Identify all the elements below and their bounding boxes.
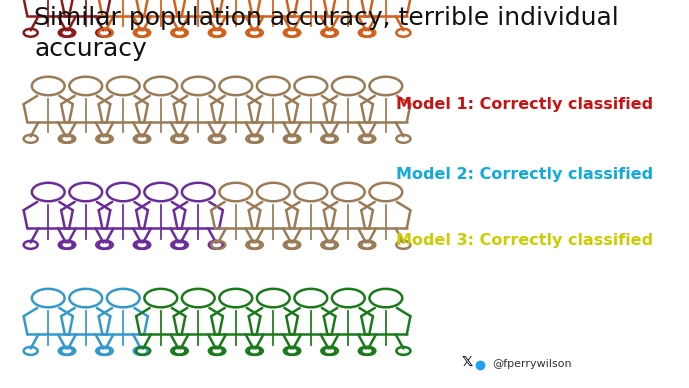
Text: Model 2: Correctly classified: Model 2: Correctly classified bbox=[396, 167, 653, 182]
Text: Model 1: Correctly classified: Model 1: Correctly classified bbox=[396, 97, 653, 112]
Text: Model 3: Correctly classified: Model 3: Correctly classified bbox=[396, 233, 653, 248]
Text: accuracy: accuracy bbox=[34, 37, 147, 61]
Text: Similar population accuracy, terrible individual: Similar population accuracy, terrible in… bbox=[34, 6, 619, 30]
Text: @fperrywilson: @fperrywilson bbox=[493, 359, 573, 369]
Text: 𝕏: 𝕏 bbox=[462, 355, 473, 369]
